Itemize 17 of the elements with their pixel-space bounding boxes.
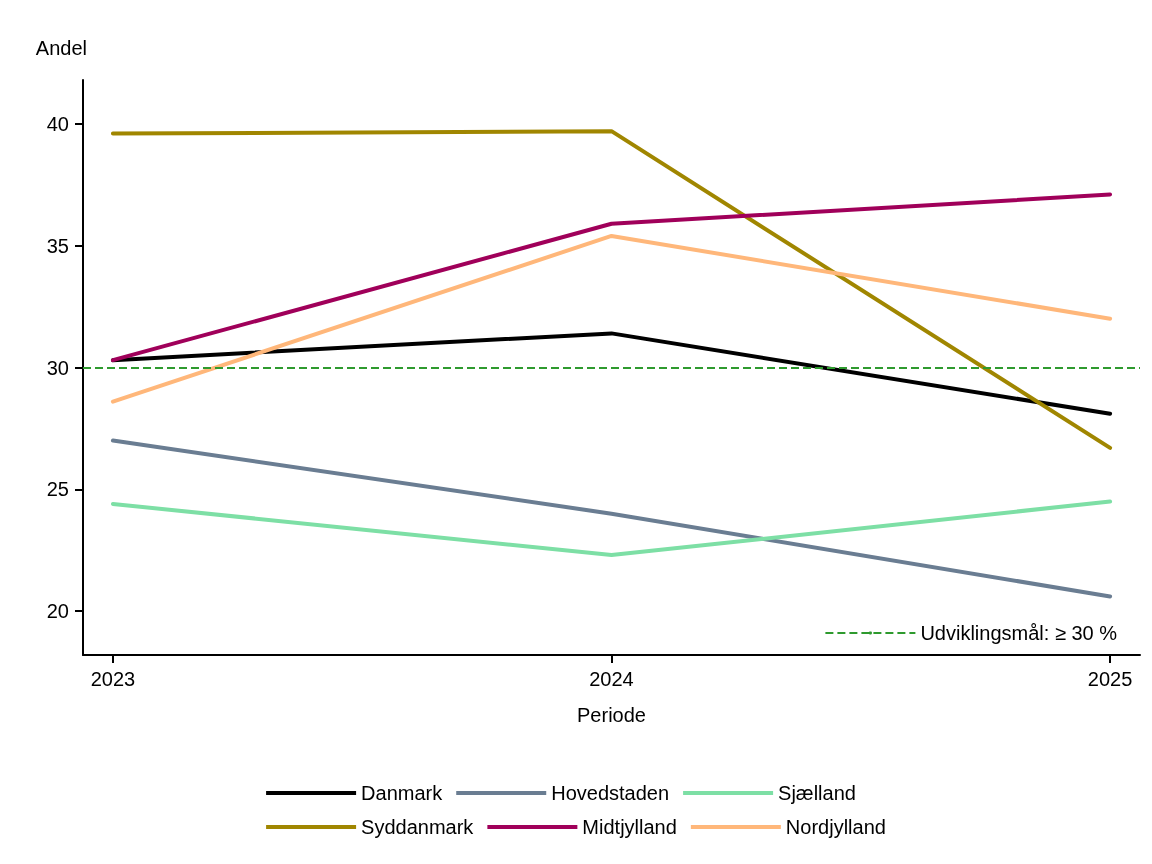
x-axis-title: Periode xyxy=(577,704,646,726)
legend-label: Udviklingsmål: ≥ 30 % xyxy=(920,622,1118,644)
y-tick-label: 30 xyxy=(46,356,69,379)
legend-label: Midtjylland xyxy=(582,816,677,838)
y-tick-label: 25 xyxy=(46,478,69,501)
legend-label: Nordjylland xyxy=(785,816,886,838)
legend-label: Danmark xyxy=(361,782,444,804)
y-tick-label: 40 xyxy=(46,112,69,135)
x-tick-label: 2025 xyxy=(1087,668,1133,690)
legend-label: Sjælland xyxy=(778,782,856,804)
legend-label: Syddanmark xyxy=(361,816,475,838)
y-tick-label: 20 xyxy=(46,600,69,623)
y-axis-title: Andel xyxy=(35,37,87,59)
x-tick-label: 2023 xyxy=(90,668,136,690)
x-tick-label: 2024 xyxy=(589,668,634,690)
legend-label: Hovedstaden xyxy=(551,782,670,804)
y-tick-label: 35 xyxy=(46,234,69,257)
